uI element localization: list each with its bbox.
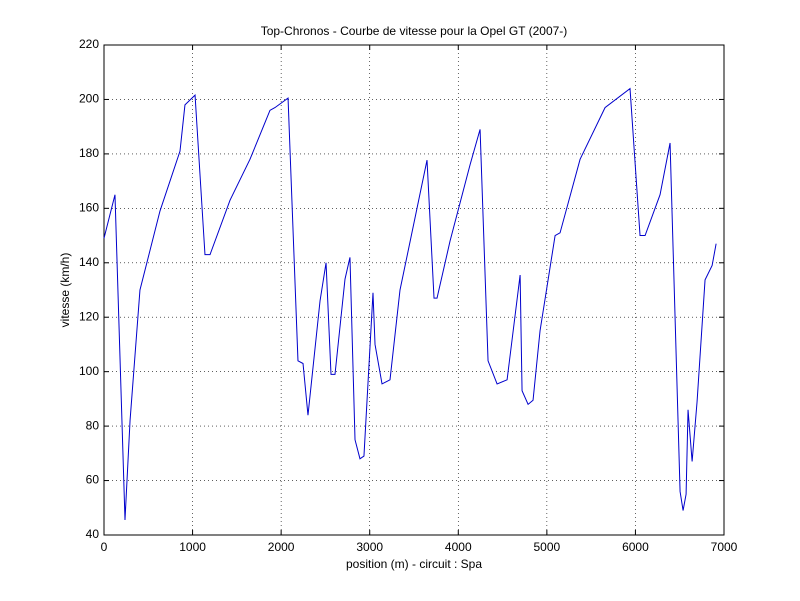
x-tick-label: 1000 <box>179 540 206 554</box>
y-tick-label: 40 <box>86 527 100 541</box>
x-axis-label: position (m) - circuit : Spa <box>346 557 482 571</box>
x-tick-label: 3000 <box>356 540 383 554</box>
chart-title: Top-Chronos - Courbe de vitesse pour la … <box>261 24 568 38</box>
y-tick-label: 180 <box>79 146 99 160</box>
y-tick-label: 160 <box>79 201 99 215</box>
y-tick-label: 140 <box>79 255 99 269</box>
y-tick-label: 60 <box>86 473 100 487</box>
y-tick-label: 220 <box>79 37 99 51</box>
y-axis-label: vitesse (km/h) <box>58 253 72 328</box>
data-line <box>103 87 717 521</box>
y-tick-label: 80 <box>86 418 100 432</box>
y-tick-label: 200 <box>79 92 99 106</box>
x-tick-label: 2000 <box>268 540 295 554</box>
x-tick-label: 6000 <box>622 540 649 554</box>
y-tick-label: 120 <box>79 309 99 323</box>
x-tick-label: 4000 <box>445 540 472 554</box>
x-tick-label: 7000 <box>711 540 738 554</box>
x-tick-label: 0 <box>101 540 108 554</box>
x-tick-label: 5000 <box>534 540 561 554</box>
plot-area <box>103 44 725 536</box>
y-tick-label: 100 <box>79 364 99 378</box>
